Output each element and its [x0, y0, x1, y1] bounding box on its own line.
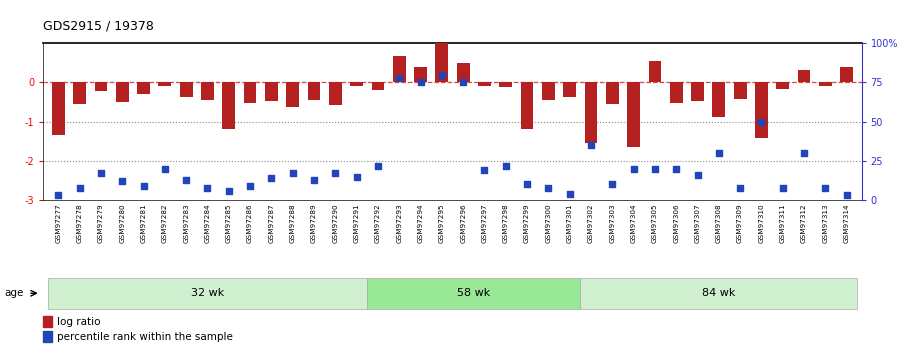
Point — [243, 183, 257, 189]
Bar — [223, 82, 235, 129]
Bar — [265, 82, 278, 101]
Point — [371, 163, 386, 168]
Point — [711, 150, 726, 156]
Point — [626, 166, 641, 171]
Point — [648, 166, 662, 171]
Point — [137, 183, 151, 189]
Text: 84 wk: 84 wk — [702, 288, 736, 298]
Point — [349, 174, 364, 179]
Bar — [797, 70, 810, 82]
Bar — [435, 26, 448, 82]
Bar — [605, 82, 619, 104]
Point — [840, 193, 854, 198]
Bar — [670, 82, 682, 103]
Bar — [180, 82, 193, 97]
Text: age: age — [5, 288, 24, 298]
Point — [200, 185, 214, 190]
Point — [584, 142, 598, 148]
Text: 58 wk: 58 wk — [457, 288, 491, 298]
Bar — [755, 82, 767, 138]
Bar — [393, 56, 405, 82]
Text: log ratio: log ratio — [57, 317, 100, 327]
Point — [179, 177, 194, 183]
Bar — [73, 82, 86, 104]
Bar — [43, 316, 52, 327]
Point — [94, 171, 109, 176]
Bar — [350, 82, 363, 86]
Point — [115, 178, 129, 184]
Point — [733, 185, 748, 190]
Point — [157, 166, 172, 171]
Bar — [286, 82, 299, 107]
Point — [605, 181, 620, 187]
Bar — [308, 82, 320, 100]
Bar — [457, 63, 470, 82]
Point — [72, 185, 87, 190]
Point — [818, 185, 833, 190]
Bar — [158, 82, 171, 86]
Bar — [201, 82, 214, 100]
Point — [754, 119, 768, 124]
Point — [796, 150, 811, 156]
Point — [414, 80, 428, 85]
Bar — [819, 82, 832, 86]
Point — [285, 171, 300, 176]
Point — [51, 193, 65, 198]
Point — [499, 163, 513, 168]
Bar — [585, 82, 597, 143]
Point — [776, 185, 790, 190]
Bar — [627, 82, 640, 147]
Bar — [649, 61, 662, 82]
Point — [541, 185, 556, 190]
Bar — [43, 331, 52, 342]
FancyBboxPatch shape — [580, 278, 857, 309]
Point — [519, 181, 534, 187]
FancyBboxPatch shape — [48, 278, 367, 309]
Text: 32 wk: 32 wk — [191, 288, 224, 298]
Point — [456, 80, 471, 85]
Point — [264, 175, 279, 181]
Point — [329, 171, 343, 176]
Text: GDS2915 / 19378: GDS2915 / 19378 — [43, 20, 155, 33]
Point — [477, 168, 491, 173]
Point — [307, 177, 321, 183]
Bar — [414, 68, 427, 82]
Point — [392, 75, 406, 80]
Bar — [520, 82, 533, 129]
Bar — [52, 82, 65, 135]
Bar — [116, 82, 129, 102]
Bar — [94, 82, 108, 91]
Point — [691, 172, 705, 178]
FancyBboxPatch shape — [367, 278, 580, 309]
Bar — [712, 82, 725, 117]
Bar — [563, 82, 576, 97]
Point — [562, 191, 576, 197]
Bar — [734, 82, 747, 99]
Bar — [542, 82, 555, 100]
Text: percentile rank within the sample: percentile rank within the sample — [57, 332, 233, 342]
Point — [222, 188, 236, 194]
Bar — [478, 82, 491, 86]
Bar — [500, 82, 512, 87]
Point — [669, 166, 683, 171]
Bar — [691, 82, 704, 101]
Bar — [776, 82, 789, 89]
Bar — [138, 82, 150, 94]
Point — [434, 72, 449, 77]
Bar — [243, 82, 256, 103]
Bar — [840, 67, 853, 82]
Bar — [372, 82, 385, 90]
Bar — [329, 82, 342, 105]
